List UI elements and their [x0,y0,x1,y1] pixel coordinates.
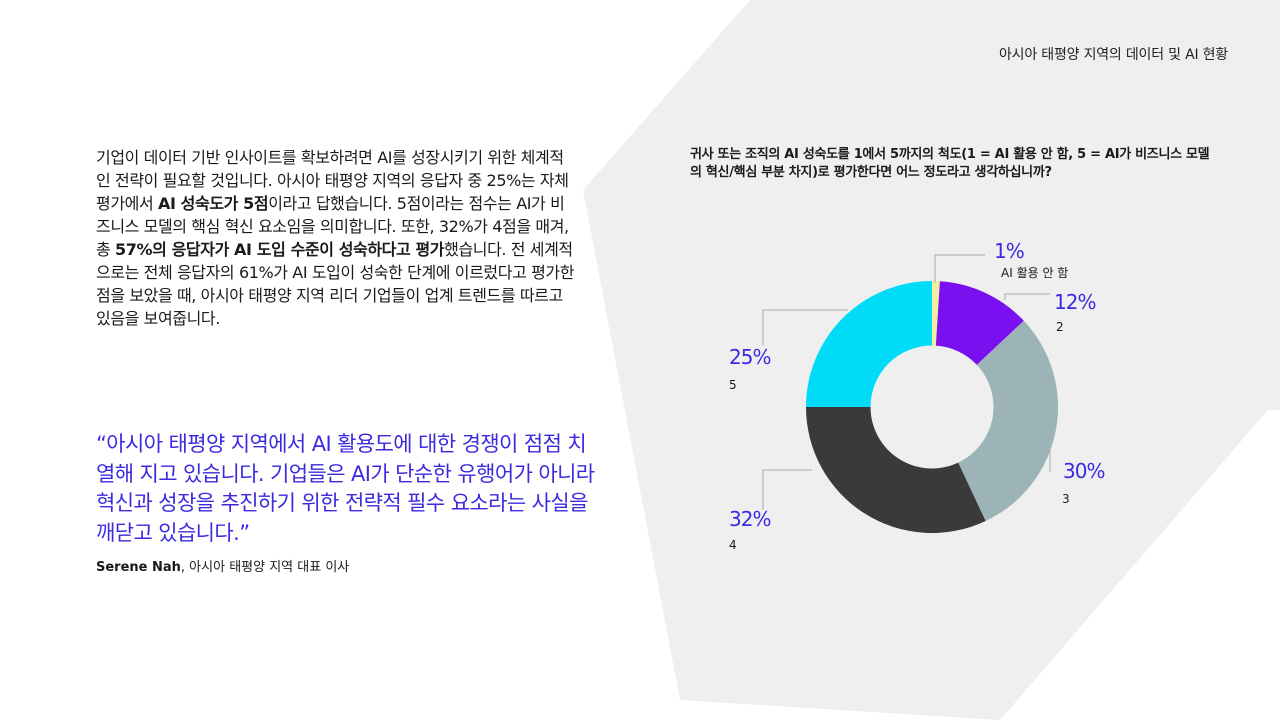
value-label-1: 1% [994,239,1024,263]
value-label-5: 25% [729,345,770,369]
donut-slice-5 [806,281,932,407]
leader-line-4 [762,469,812,510]
quote-author-role: , 아시아 태평양 지역 대표 이사 [180,560,350,575]
pull-quote: “아시아 태평양 지역에서 AI 활용도에 대한 경쟁이 점점 치열해 지고 있… [96,432,595,545]
body-text-2: 이라고 답했습니다. 5점이라는 점수는 AI가 비즈니스 모델의 핵심 혁신 … [96,194,569,259]
quote-author: Serene Nah [96,560,181,575]
quote-attribution: Serene Nah, 아시아 태평양 지역 대표 이사 [96,556,349,575]
category-label-1: AI 활용 안 함 [1001,266,1068,280]
donut-slice-2 [935,281,1024,365]
category-label-5: 5 [729,378,737,392]
donut-slice-4 [806,407,986,533]
donut-slice-3 [958,320,1058,522]
page-header-title: 아시아 태평양 지역의 데이터 및 AI 현황 [998,47,1228,63]
body-text-1: 기업이 데이터 기반 인사이트를 확보하려면 AI를 성장시키기 위한 체계적인… [96,148,569,213]
value-label-4: 32% [729,507,770,531]
leader-line-2 [1004,293,1050,300]
category-label-4: 4 [729,538,737,552]
chart-title: 귀사 또는 조직의 AI 성숙도를 1에서 5까지의 척도(1 = AI 활용 … [690,147,1210,180]
donut-slice-1 [932,281,940,346]
category-label-2: 2 [1056,320,1064,334]
body-bold-2: 57%의 응답자가 AI 도입 수준이 성숙하다고 평가 [115,240,445,259]
leader-line-5 [762,309,848,345]
value-label-2: 12% [1054,290,1095,314]
body-text-3: 했습니다. 전 세계적으로는 전체 응답자의 61%가 AI 도입이 성숙한 단… [96,240,575,328]
body-bold-1: AI 성숙도가 5점 [157,194,269,213]
value-label-3: 30% [1063,459,1104,483]
body-paragraph: 기업이 데이터 기반 인사이트를 확보하려면 AI를 성장시키기 위한 체계적인… [96,146,576,330]
leader-line-3 [1042,449,1051,472]
leader-line-1 [934,254,985,283]
category-label-3: 3 [1062,492,1070,506]
